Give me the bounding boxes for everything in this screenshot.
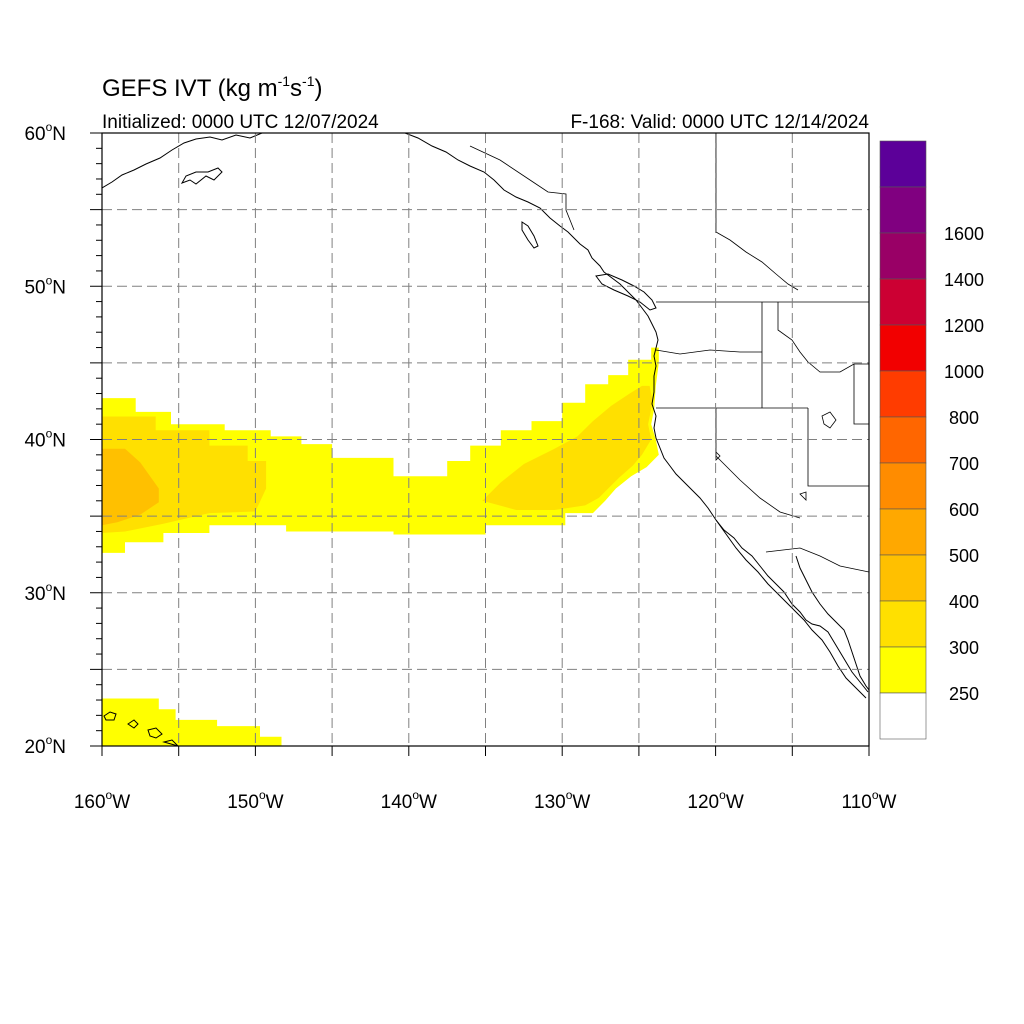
x-tick-label: 130oW: [534, 788, 590, 813]
hawaii-big-island: [162, 739, 179, 746]
hawaii-oahu: [127, 719, 139, 729]
graticule-grid: [102, 133, 869, 746]
ivt-region-250-300-4: [102, 698, 282, 746]
colorbar-label: 800: [949, 408, 979, 428]
colorbar-label: 1600: [944, 224, 984, 244]
hawaii-maui: [147, 727, 163, 739]
chart-title: GEFS IVT (kg m-1s-1): [102, 73, 323, 102]
colorbar-swatch: [879, 554, 927, 602]
initialized-label: Initialized: 0000 UTC 12/07/2024: [102, 112, 379, 133]
x-tick-label: 160oW: [74, 788, 130, 813]
y-tick-label: 20oN: [24, 733, 66, 758]
valid-time-label: F-168: Valid: 0000 UTC 12/14/2024: [570, 112, 869, 133]
x-tick-label: 140oW: [381, 788, 437, 813]
colorbar-swatch: [879, 416, 927, 464]
colorbar-label: 700: [949, 454, 979, 474]
nevada-utah-border: [807, 408, 869, 487]
colorbar-swatch: [879, 692, 927, 740]
colorbar-swatch: [879, 140, 927, 188]
colorbar-swatch: [879, 278, 927, 326]
y-tick-label: 60oN: [24, 120, 66, 145]
x-tick-label: 110oW: [842, 788, 897, 813]
haida-gwaii: [521, 221, 539, 249]
alaska-coastline: [102, 133, 263, 189]
colorbar-swatch: [879, 600, 927, 648]
colorbar-label: 250: [949, 684, 979, 704]
alberta-bc-border: [715, 133, 799, 291]
alaska-islands: [180, 167, 223, 185]
us-mexico-border: [765, 547, 869, 573]
colorbar-swatch: [879, 232, 927, 280]
colorbar-swatch: [879, 324, 927, 372]
colorbar-swatch: [879, 646, 927, 694]
axis-ticks: [90, 132, 870, 756]
lake-mead: [799, 491, 807, 501]
idaho-border: [761, 302, 869, 408]
colorbar-swatch: [879, 370, 927, 418]
colorbar-label: 1200: [944, 316, 984, 336]
y-tick-label: 50oN: [24, 273, 66, 298]
x-tick-label: 150oW: [227, 788, 283, 813]
colorbar-label: 1000: [944, 362, 984, 382]
ivt-colorbar: 250 300 400 500 600 700 800 1000 1200 1400 1600: [879, 140, 984, 740]
colorbar-swatch: [879, 508, 927, 556]
great-salt-lake: [821, 411, 837, 429]
baja-california: [795, 555, 869, 691]
washington-oregon-border: [655, 349, 762, 355]
y-tick-label: 30oN: [24, 580, 66, 605]
ivt-region-300-400-2: [482, 385, 653, 510]
x-tick-label: 120oW: [687, 788, 743, 813]
utah-east-border: [853, 364, 869, 425]
colorbar-label: 300: [949, 638, 979, 658]
colorbar-swatch: [879, 462, 927, 510]
vancouver-island: [595, 273, 657, 311]
y-tick-label: 40oN: [24, 427, 66, 452]
ivt-shading-layer: [102, 347, 659, 746]
colorbar-label: 600: [949, 500, 979, 520]
ivt-region-400-500-3: [102, 448, 159, 526]
colorbar-label: 500: [949, 546, 979, 566]
baja-west-coast: [715, 519, 867, 699]
axis-labels: 160oW 150oW 140oW 130oW 120oW 110oW 60oN 50oN 40…: [24, 120, 896, 813]
colorbar-label: 400: [949, 592, 979, 612]
hawaii-kauai: [103, 711, 117, 721]
bc-coast-inland: [469, 145, 575, 231]
colorbar-swatch: [879, 186, 927, 234]
colorbar-label: 1400: [944, 270, 984, 290]
